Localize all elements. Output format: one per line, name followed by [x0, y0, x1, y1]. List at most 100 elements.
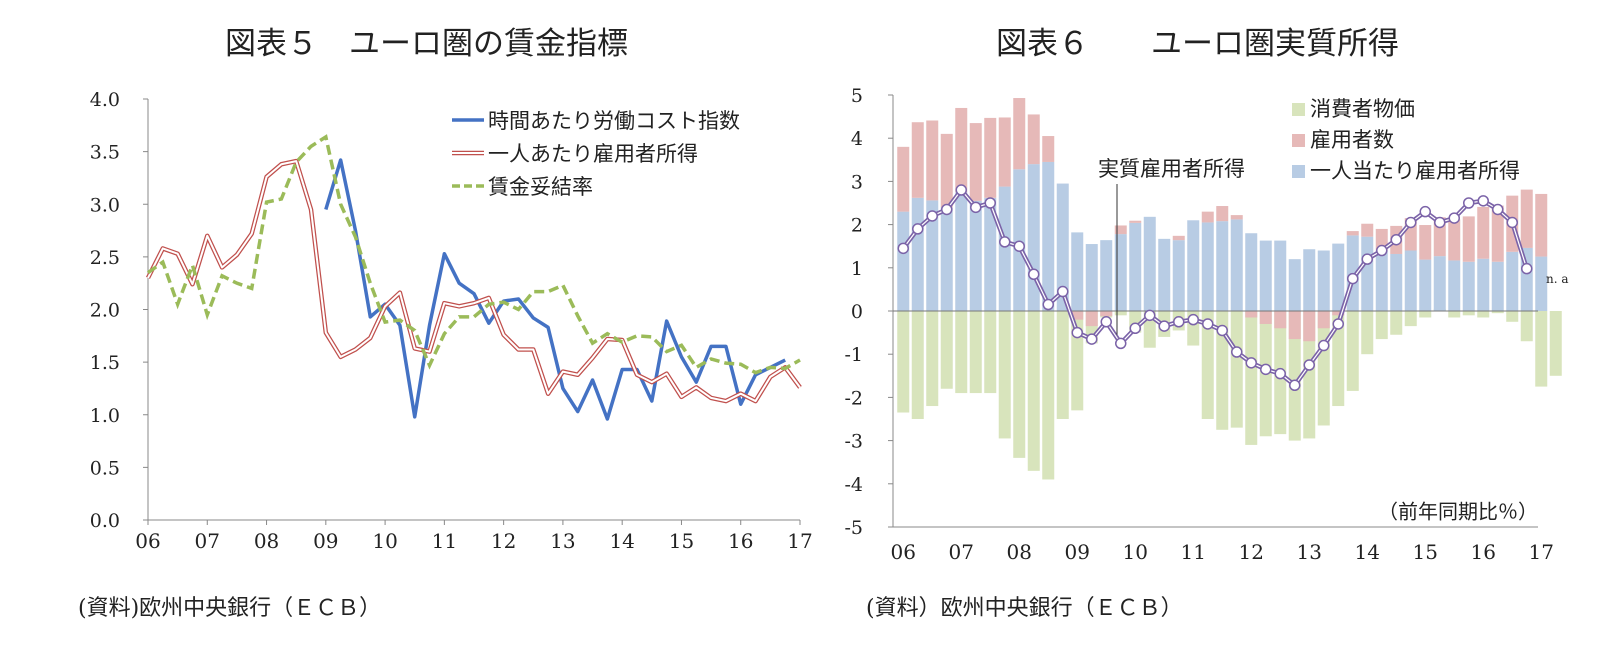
- cpi-bar: [1448, 311, 1461, 318]
- per-capita-income-bar: [1201, 222, 1214, 311]
- employees-bar: [1520, 189, 1533, 248]
- per-capita-income-bar: [1129, 222, 1142, 311]
- employees-bar: [1361, 223, 1374, 237]
- cpi-bar: [911, 311, 924, 419]
- per-capita-income-bar: [1071, 232, 1084, 311]
- cpi-bar: [1303, 311, 1316, 439]
- real-income-point: [1303, 359, 1315, 371]
- y-tick-label: 3: [851, 171, 863, 193]
- per-capita-income-bar: [969, 200, 982, 311]
- x-tick-label: 17: [1529, 540, 1554, 564]
- na-label: n. a: [1546, 272, 1569, 286]
- x-tick-label: 13: [550, 529, 575, 553]
- employees-bar: [1332, 311, 1345, 316]
- per-capita-income-bar: [1056, 183, 1069, 311]
- employees-bar: [1448, 219, 1461, 261]
- real-income-point: [1187, 313, 1199, 326]
- x-tick-label: 14: [1355, 540, 1380, 564]
- real-income-point: [1477, 195, 1489, 207]
- per-capita-income-bar: [998, 186, 1011, 311]
- real-income-point: [1318, 339, 1330, 352]
- per-capita-income-bar: [1216, 221, 1229, 311]
- x-tick-label: 10: [372, 529, 397, 553]
- per-capita-income-bar: [1230, 219, 1243, 311]
- real-income-point: [1086, 333, 1098, 345]
- employees-bar: [969, 123, 982, 201]
- legend-label-1: 一人あたり雇用者所得: [488, 142, 698, 166]
- employees-bar: [1085, 311, 1098, 327]
- employees-bar: [926, 120, 939, 201]
- x-tick-label: 08: [1007, 540, 1032, 564]
- cpi-bar: [1216, 311, 1229, 430]
- employees-bar: [1375, 228, 1388, 251]
- cpi-bar: [1404, 311, 1417, 327]
- per-capita-income-bar: [926, 200, 939, 311]
- per-capita-income-bar: [1303, 249, 1316, 311]
- per-capita-income-bar: [1114, 234, 1127, 311]
- cpi-bar: [955, 311, 968, 394]
- y-tick-label: 2.5: [90, 247, 120, 269]
- y-tick-label: 4: [851, 128, 863, 150]
- cpi-bar: [1013, 311, 1026, 458]
- y-tick-label: -5: [844, 517, 863, 539]
- cpi-bar: [1027, 311, 1040, 471]
- y-tick-label: -2: [844, 387, 863, 409]
- employees-bar: [1129, 220, 1142, 223]
- x-tick-label: 06: [891, 540, 916, 564]
- cpi-bar: [969, 311, 982, 394]
- cpi-bar: [1361, 311, 1374, 355]
- cpi-bar: [1245, 311, 1258, 445]
- cpi-bar: [998, 311, 1011, 439]
- y-tick-label: -1: [844, 344, 863, 366]
- per-capita-income-bar: [1491, 261, 1504, 311]
- per-capita-income-bar: [1361, 236, 1374, 311]
- y-tick-label: 1: [851, 258, 863, 280]
- per-capita-income-bar: [1274, 240, 1287, 311]
- real-income-point: [1245, 357, 1257, 369]
- y-tick-label: -3: [844, 431, 863, 453]
- employees-bar: [1346, 231, 1359, 236]
- x-tick-label: 06: [135, 529, 160, 553]
- y-tick-label: 3.0: [90, 194, 120, 216]
- per-capita-income-bar: [1448, 260, 1461, 311]
- x-tick-label: 11: [432, 529, 457, 553]
- employees-bar: [998, 117, 1011, 187]
- per-capita-income-bar: [1506, 251, 1519, 311]
- employees-bar: [1201, 211, 1214, 223]
- real-income-point: [1158, 320, 1170, 332]
- real-income-point: [1057, 285, 1069, 298]
- per-capita-income-bar: [1100, 240, 1113, 311]
- real-income-point: [1289, 379, 1301, 392]
- per-capita-income-bar: [1027, 164, 1040, 311]
- x-tick-label: 16: [728, 529, 753, 553]
- y-tick-label: 2: [851, 215, 863, 237]
- legend-label-0: 時間あたり労働コスト指数: [488, 109, 740, 133]
- real-income-point: [1216, 324, 1228, 337]
- x-tick-label: 12: [491, 529, 516, 553]
- cpi-bar: [1056, 311, 1069, 419]
- x-tick-label: 16: [1471, 540, 1496, 564]
- per-capita-income-bar: [940, 207, 953, 311]
- cpi-bar: [1114, 311, 1127, 316]
- cpi-bar: [1346, 311, 1359, 391]
- cpi-bar: [1477, 311, 1490, 318]
- unit-label: （前年同期比％）: [1378, 499, 1538, 523]
- employees-bar: [1477, 206, 1490, 259]
- employees-bar: [1013, 98, 1026, 170]
- annotation-label: 実質雇用者所得: [1098, 157, 1245, 181]
- per-capita-income-bar: [1042, 161, 1055, 311]
- per-capita-income-bar: [1187, 220, 1200, 311]
- employees-bar: [1100, 311, 1113, 317]
- per-capita-income-bar: [1013, 169, 1026, 311]
- cpi-bar: [1419, 311, 1432, 318]
- legend-label-2: 賃金妥結率: [488, 175, 593, 199]
- real-income-point: [1521, 262, 1533, 275]
- per-capita-income-bar: [955, 192, 968, 311]
- y-tick-label: 5: [851, 85, 863, 107]
- real-income-point: [1506, 216, 1518, 229]
- employees-bar: [1288, 311, 1301, 340]
- per-capita-income-bar: [1158, 238, 1171, 311]
- real-income-point: [1405, 216, 1417, 229]
- x-tick-label: 07: [195, 529, 220, 553]
